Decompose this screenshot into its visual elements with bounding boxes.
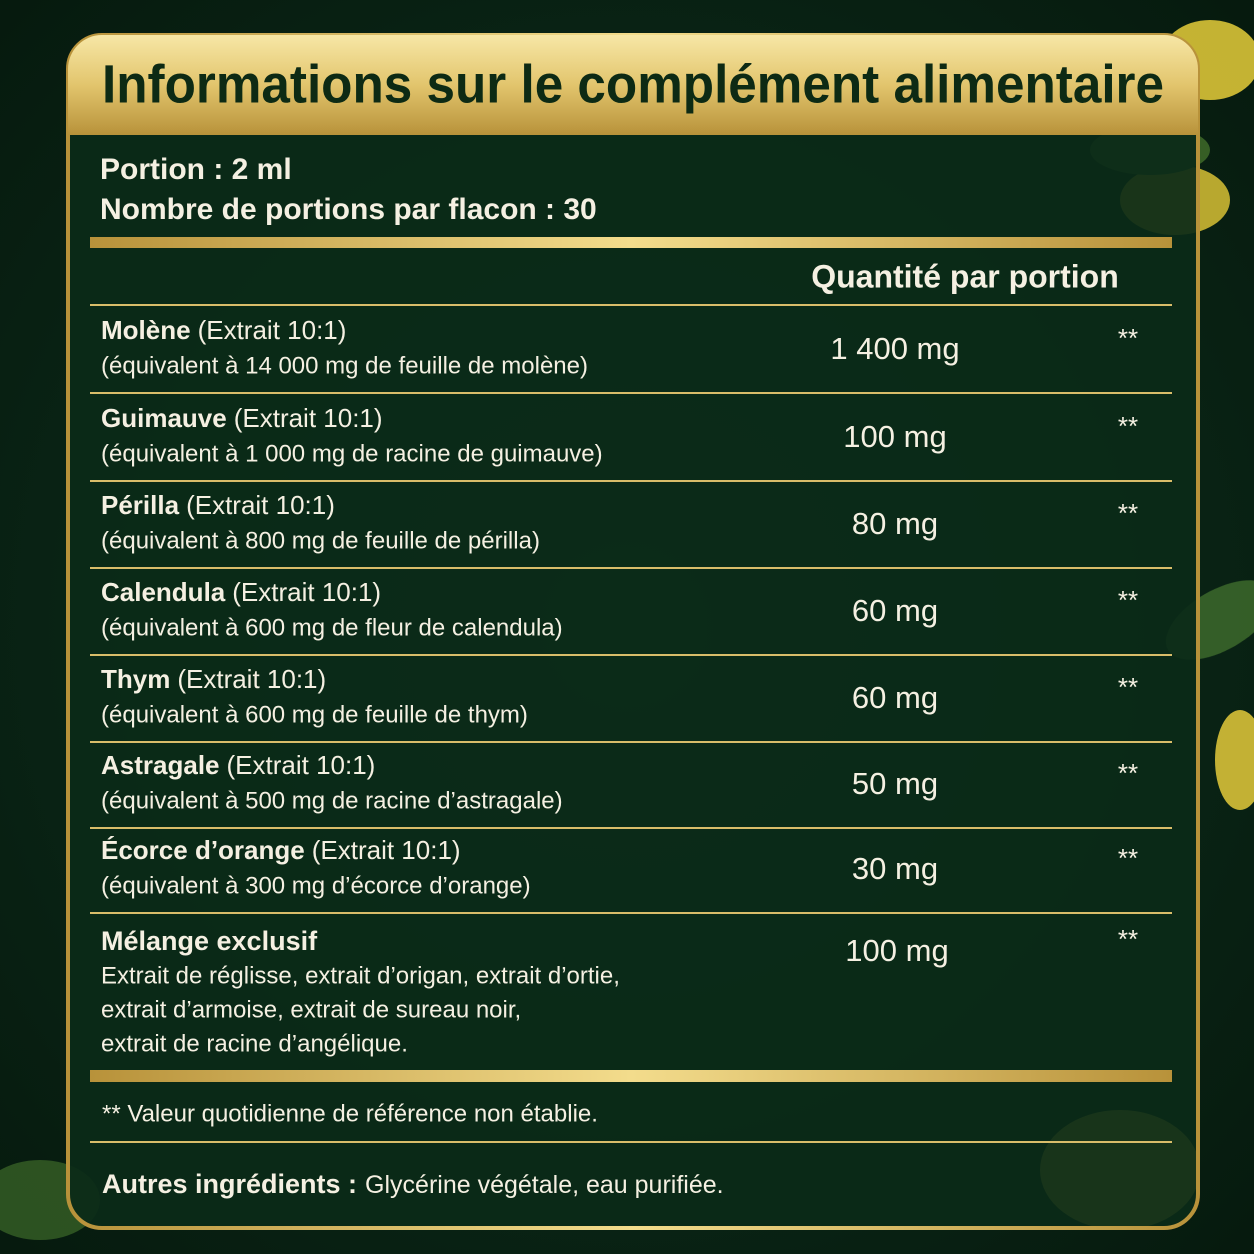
blend-description: extrait de racine d’angélique. bbox=[101, 1030, 408, 1057]
title-banner bbox=[68, 35, 1198, 135]
extract: (Extrait 10:1) bbox=[234, 403, 383, 433]
daily-value: ** bbox=[1118, 585, 1138, 615]
blend-description: extrait d’armoise, extrait de sureau noi… bbox=[101, 996, 521, 1023]
ingredient-name: Calendula (Extrait 10:1) bbox=[101, 577, 381, 607]
ingredient-name: Périlla (Extrait 10:1) bbox=[101, 490, 335, 520]
extract: (Extrait 10:1) bbox=[312, 835, 461, 865]
equivalent: (équivalent à 1 000 mg de racine de guim… bbox=[101, 440, 603, 467]
amount: 100 mg bbox=[843, 419, 946, 454]
amount: 50 mg bbox=[852, 766, 938, 801]
name: Périlla bbox=[101, 490, 180, 520]
ingredient-name: Astragale (Extrait 10:1) bbox=[101, 750, 375, 780]
label: Autres ingrédients : bbox=[102, 1169, 357, 1199]
text: Glycérine végétale, eau purifiée. bbox=[365, 1171, 724, 1199]
divider-thick bbox=[90, 1070, 1172, 1082]
name: Astragale bbox=[101, 750, 220, 780]
equivalent: (équivalent à 300 mg d’écorce d’orange) bbox=[101, 872, 531, 899]
column-header: Quantité par portion bbox=[811, 258, 1119, 294]
extract: (Extrait 10:1) bbox=[177, 664, 326, 694]
amount: 30 mg bbox=[852, 851, 938, 886]
equivalent: (équivalent à 800 mg de feuille de péril… bbox=[101, 527, 540, 554]
footnote: ** Valeur quotidienne de référence non é… bbox=[102, 1100, 598, 1127]
name: Guimauve bbox=[101, 403, 227, 433]
name: Thym bbox=[101, 664, 170, 694]
amount: 80 mg bbox=[852, 506, 938, 541]
amount: 100 mg bbox=[845, 933, 948, 968]
ingredient-name: Guimauve (Extrait 10:1) bbox=[101, 403, 383, 433]
extract: (Extrait 10:1) bbox=[198, 315, 347, 345]
table: Molène (Extrait 10:1)(équivalent à 14 000… bbox=[90, 315, 1172, 1057]
blend-name: Mélange exclusif bbox=[101, 926, 318, 956]
name: Molène bbox=[101, 315, 191, 345]
ingredient-name: Molène (Extrait 10:1) bbox=[101, 315, 346, 345]
amount: 60 mg bbox=[852, 593, 938, 628]
daily-value: ** bbox=[1118, 498, 1138, 528]
serving-size: Portion : 2 ml bbox=[100, 153, 292, 186]
name: Calendula bbox=[101, 577, 226, 607]
daily-value: ** bbox=[1118, 758, 1138, 788]
daily-value: ** bbox=[1118, 323, 1138, 353]
extract: (Extrait 10:1) bbox=[227, 750, 376, 780]
equivalent: (équivalent à 500 mg de racine d’astraga… bbox=[101, 787, 563, 814]
daily-value: ** bbox=[1118, 411, 1138, 441]
daily-value: ** bbox=[1118, 924, 1138, 954]
ingredient-name: Thym (Extrait 10:1) bbox=[101, 664, 326, 694]
name: Écorce d’orange bbox=[101, 835, 305, 865]
amount: 60 mg bbox=[852, 680, 938, 715]
divider-thick bbox=[90, 237, 1172, 248]
title: Informations sur le complément alimentai… bbox=[102, 54, 1164, 114]
daily-value: ** bbox=[1118, 672, 1138, 702]
ingredient-name: Écorce d’orange (Extrait 10:1) bbox=[101, 835, 461, 865]
other-ingredients: Autres ingrédients : Glycérine végétale, … bbox=[102, 1169, 724, 1199]
serving-count: Nombre de portions par flacon : 30 bbox=[100, 193, 597, 226]
equivalent: (équivalent à 600 mg de feuille de thym) bbox=[101, 701, 528, 728]
equivalent: (équivalent à 14 000 mg de feuille de mo… bbox=[101, 352, 588, 379]
extract: (Extrait 10:1) bbox=[186, 490, 335, 520]
equivalent: (équivalent à 600 mg de fleur de calendu… bbox=[101, 614, 563, 641]
amount: 1 400 mg bbox=[830, 331, 959, 366]
extract: (Extrait 10:1) bbox=[232, 577, 381, 607]
daily-value: ** bbox=[1118, 843, 1138, 873]
blend-description: Extrait de réglisse, extrait d’origan, e… bbox=[101, 962, 620, 989]
